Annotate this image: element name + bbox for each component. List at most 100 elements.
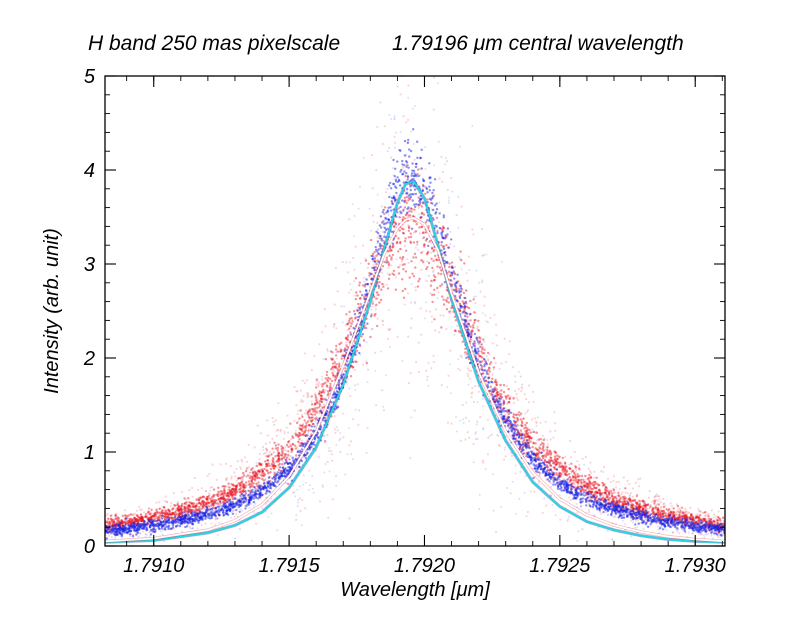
- scatter-point: [638, 485, 641, 488]
- scatter-point: [566, 519, 569, 522]
- scatter-point: [314, 396, 318, 399]
- scatter-point: [137, 535, 140, 538]
- scatter-point: [558, 455, 561, 459]
- scatter-point: [335, 426, 338, 428]
- scatter-point: [532, 441, 535, 444]
- scatter-point: [363, 280, 365, 283]
- scatter-point: [381, 320, 384, 323]
- scatter-point: [231, 497, 234, 500]
- scatter-point: [301, 432, 305, 436]
- scatter-point: [622, 497, 626, 500]
- scatter-point: [512, 401, 515, 405]
- scatter-point: [331, 498, 334, 501]
- scatter-point: [317, 380, 320, 383]
- scatter-point: [282, 446, 285, 449]
- scatter-point: [568, 496, 571, 499]
- scatter-point: [446, 227, 450, 230]
- scatter-point: [300, 400, 303, 403]
- scatter-point: [576, 473, 579, 476]
- scatter-point: [376, 193, 379, 196]
- scatter-point: [587, 478, 590, 481]
- scatter-point: [491, 373, 494, 376]
- scatter-point: [555, 459, 558, 462]
- scatter-point: [505, 435, 508, 438]
- scatter-point: [512, 415, 515, 418]
- scatter-point: [459, 369, 462, 372]
- scatter-point: [265, 449, 268, 452]
- scatter-point: [330, 357, 333, 361]
- scatter-point: [202, 504, 205, 507]
- scatter-point: [407, 96, 410, 99]
- scatter-point: [410, 317, 413, 320]
- scatter-point: [473, 319, 476, 322]
- scatter-point: [129, 535, 132, 538]
- scatter-point: [509, 492, 512, 495]
- scatter-point: [628, 497, 631, 500]
- scatter-point: [382, 405, 385, 408]
- scatter-point: [656, 506, 659, 509]
- scatter-point: [296, 445, 299, 448]
- scatter-point: [630, 502, 633, 505]
- scatter-point: [264, 478, 267, 481]
- scatter-point: [250, 480, 253, 484]
- scatter-point: [277, 466, 280, 470]
- scatter-point: [696, 515, 700, 519]
- scatter-point: [185, 498, 188, 501]
- scatter-point: [504, 455, 507, 458]
- scatter-point: [651, 507, 654, 510]
- scatter-point: [588, 470, 592, 473]
- scatter-point: [255, 522, 258, 525]
- scatter-point: [524, 475, 527, 478]
- scatter-point: [532, 390, 535, 393]
- scatter-point: [381, 142, 385, 146]
- scatter-point: [178, 505, 181, 508]
- scatter-point: [272, 467, 276, 470]
- scatter-point: [396, 85, 399, 88]
- scatter-point: [661, 512, 664, 515]
- scatter-point: [430, 367, 433, 370]
- scatter-point: [227, 486, 230, 489]
- scatter-point: [638, 499, 641, 503]
- scatter-point: [487, 358, 490, 361]
- scatter-point: [225, 494, 228, 497]
- scatter-point: [617, 491, 620, 495]
- scatter-point: [357, 383, 360, 386]
- scatter-point: [638, 505, 641, 508]
- scatter-point: [468, 369, 471, 372]
- scatter-point: [611, 538, 614, 541]
- scatter-point: [487, 436, 490, 439]
- scatter-point: [170, 511, 173, 515]
- scatter-point: [280, 446, 283, 449]
- scatter-point: [403, 206, 407, 209]
- scatter-point: [390, 264, 393, 267]
- scatter-point: [649, 523, 652, 526]
- scatter-point: [305, 379, 308, 382]
- scatter-point: [426, 266, 429, 269]
- scatter-point: [448, 310, 451, 313]
- scatter-point: [514, 464, 517, 467]
- scatter-point: [127, 520, 130, 524]
- scatter-point: [351, 203, 354, 206]
- scatter-point: [406, 178, 409, 181]
- scatter-point: [612, 479, 615, 482]
- scatter-point: [407, 224, 410, 227]
- scatter-point: [321, 406, 324, 409]
- scatter-point: [119, 519, 122, 522]
- scatter-point: [188, 508, 191, 511]
- scatter-point: [461, 403, 464, 407]
- scatter-point: [398, 216, 401, 219]
- scatter-point: [218, 503, 221, 506]
- scatter-point: [242, 486, 246, 490]
- scatter-point: [271, 464, 274, 467]
- scatter-point: [336, 357, 339, 360]
- scatter-point: [297, 426, 301, 429]
- scatter-point: [388, 254, 391, 257]
- scatter-point: [475, 423, 478, 426]
- scatter-point: [235, 479, 238, 482]
- scatter-point: [440, 155, 443, 158]
- scatter-point: [307, 395, 310, 398]
- scatter-point: [152, 512, 156, 515]
- scatter-point: [681, 510, 685, 514]
- scatter-point: [531, 428, 534, 431]
- scatter-point: [584, 489, 587, 492]
